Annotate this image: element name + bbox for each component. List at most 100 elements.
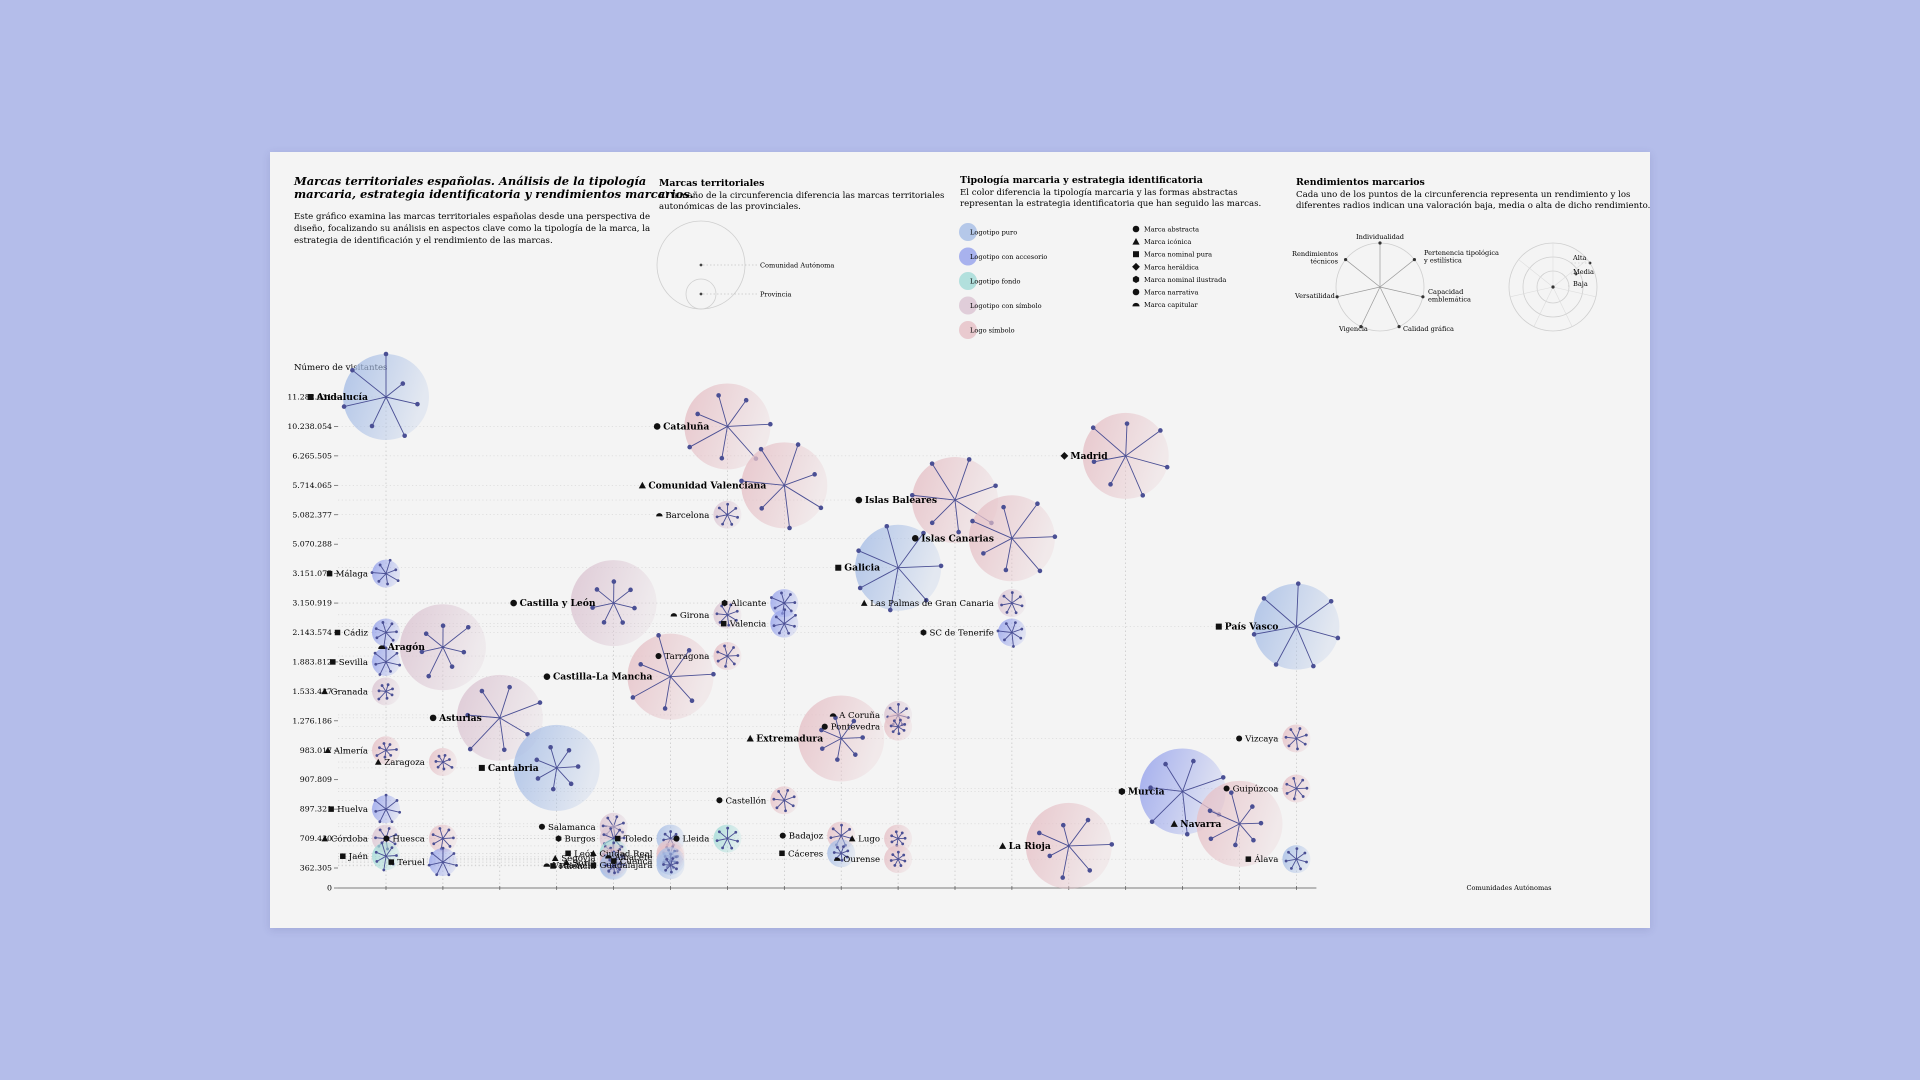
bubble-label: SC de Tenerife — [929, 629, 993, 639]
bubble-label: Soria — [573, 858, 596, 868]
bubble-ourense[interactable] — [884, 845, 913, 874]
bubble-vizcaya[interactable] — [1282, 724, 1311, 753]
bubble-label: Cáceres — [788, 848, 823, 859]
bubble-girona[interactable] — [713, 600, 742, 629]
bubble-galicia[interactable] — [855, 523, 944, 613]
bubble-castell-n[interactable] — [770, 786, 799, 815]
bubble-asturias[interactable] — [456, 674, 543, 761]
type-color-swatch — [959, 272, 977, 290]
bubble-guadalajara[interactable] — [656, 851, 685, 880]
chart-canvas: Marcas territoriales españolas. Análisis… — [287, 174, 1650, 893]
bubble-shape-square-icon — [720, 620, 727, 627]
type-shape-dome-icon — [1132, 302, 1140, 307]
bubble-label: Córdoba — [331, 834, 368, 845]
bubble-label: Sevilla — [339, 658, 368, 668]
perf-level-alta: Alta — [1572, 254, 1587, 262]
type-color-label: Logotipo fondo — [970, 278, 1020, 286]
bubble-label: Andalucía — [316, 392, 368, 403]
bubble-shape-square-icon — [590, 862, 597, 868]
bubble-extremadura[interactable] — [798, 695, 885, 782]
bubble-shape-triangle-icon — [590, 849, 597, 857]
bubble-madrid[interactable] — [1082, 412, 1170, 499]
bubble--lava[interactable] — [1282, 845, 1311, 874]
bubble-label: Málaga — [336, 569, 368, 580]
perf-axis-calidad: Calidad gráfica — [1403, 325, 1454, 333]
bubble-label: Murcia — [1128, 786, 1165, 797]
bubble-label: Badajoz — [789, 832, 824, 842]
bubble-shape-dome-icon — [543, 863, 551, 867]
poster-title-line-2: marcaria, estrategia identificatoria y r… — [294, 187, 694, 201]
bubble-label: Valencia — [729, 620, 767, 630]
bubble-label: Cuenca — [620, 857, 653, 867]
bubble-shape-hexagon-icon — [555, 835, 562, 842]
bubble-label: Lugo — [858, 835, 880, 845]
bubble-granada[interactable] — [372, 677, 400, 706]
type-legend-line-1: El color diferencia la tipología marcari… — [960, 187, 1238, 198]
bubble-shape-triangle-icon — [746, 734, 754, 742]
bubble-catalu-a[interactable] — [684, 383, 773, 470]
bubble-la-rioja[interactable] — [1025, 802, 1115, 889]
bubble-shape-circle-icon — [383, 835, 390, 842]
bubble-castilla-y-le-n[interactable] — [570, 560, 657, 647]
type-shape-hexagon-icon — [1132, 275, 1140, 283]
bubble-andaluc-a[interactable] — [341, 351, 429, 440]
bubble-label: Las Palmas de Gran Canaria — [870, 599, 994, 609]
bubble-alicante[interactable] — [770, 589, 799, 618]
bubble-label: Tarragona — [665, 652, 710, 662]
bubble-almer-a[interactable] — [372, 736, 400, 765]
type-legend-line-2: representan la estrategia identificatori… — [960, 199, 1261, 209]
bubble-pa-s-vasco[interactable] — [1251, 581, 1341, 670]
bubble-castilla-la-mancha[interactable] — [627, 633, 716, 720]
bubble-sc-de-tenerife[interactable] — [996, 618, 1026, 648]
bubble-label: País Vasco — [1225, 622, 1279, 633]
y-tick-label: 897.321 — [300, 805, 332, 814]
type-color-label: Logotipo con símbolo — [970, 302, 1042, 310]
perf-axis-versatilidad: Versatilidad — [1294, 292, 1336, 300]
bubble-shape-hexagon-icon — [920, 629, 927, 636]
bubble-m-laga[interactable] — [370, 558, 400, 588]
type-shape-circle-icon — [1132, 288, 1140, 296]
bubble-label: Salamanca — [548, 823, 596, 833]
bubble-barcelona[interactable] — [713, 500, 742, 529]
bubble-islas-canarias[interactable] — [968, 495, 1058, 582]
bubble-label: Cantabria — [488, 763, 539, 774]
bubble-shape-circle-icon — [673, 835, 680, 842]
bubble-lugo[interactable] — [884, 824, 913, 853]
bubble-label: Huesca — [392, 835, 424, 845]
bubble-zaragoza[interactable] — [428, 748, 457, 777]
bubble-las-palmas-de-gran-canaria[interactable] — [997, 589, 1026, 618]
bubble-pontevedra[interactable] — [884, 712, 913, 741]
bubble-label: Segovia — [561, 854, 595, 864]
bubble-navarra[interactable] — [1196, 780, 1283, 867]
bubble-tarragona[interactable] — [713, 642, 742, 671]
perf-legend-title: Rendimientos marcarios — [1296, 177, 1425, 188]
bubble-shape-hexagon-icon — [721, 599, 728, 607]
bubble-shape-square-icon — [565, 850, 571, 857]
bubble-sevilla[interactable] — [372, 646, 402, 676]
bubble-label: Alicante — [730, 599, 767, 609]
bubble-shape-triangle-icon — [321, 688, 328, 695]
bubble-comunidad-valenciana[interactable] — [739, 442, 828, 531]
bubble-shape-diamond-icon — [1060, 451, 1069, 460]
perf-legend-graphic — [1335, 241, 1598, 332]
bubble-shape-square-icon — [328, 806, 334, 812]
perf-legend-line-1: Cada uno de los puntos de la circunferen… — [1296, 190, 1630, 200]
bubble-huelva[interactable] — [372, 793, 402, 824]
y-tick-label: 983.017 — [300, 746, 332, 755]
bubble-teruel[interactable] — [427, 846, 458, 877]
y-tick-label: 1.533.437 — [292, 687, 332, 696]
type-legend-shapes: Marca abstracta Marca icónica Marca nomina… — [1132, 226, 1226, 309]
bubble-palencia[interactable] — [599, 851, 628, 880]
bubble-label: Castilla y León — [520, 598, 596, 609]
bubble-cantabria[interactable] — [513, 724, 600, 811]
bubble-huesca[interactable] — [428, 824, 457, 853]
bubble-shape-square-icon — [340, 853, 346, 859]
bubble-valencia[interactable] — [770, 608, 799, 638]
bubble-c-diz[interactable] — [372, 618, 400, 648]
bubble-shape-triangle-icon — [551, 854, 559, 861]
bubble-shape-triangle-icon — [563, 859, 570, 866]
bubble-lleida[interactable] — [713, 824, 742, 853]
y-tick-label: 5.070.288 — [292, 540, 332, 549]
bubble-arag-n[interactable] — [399, 604, 486, 691]
bubble-guip-zcoa[interactable] — [1282, 774, 1311, 803]
